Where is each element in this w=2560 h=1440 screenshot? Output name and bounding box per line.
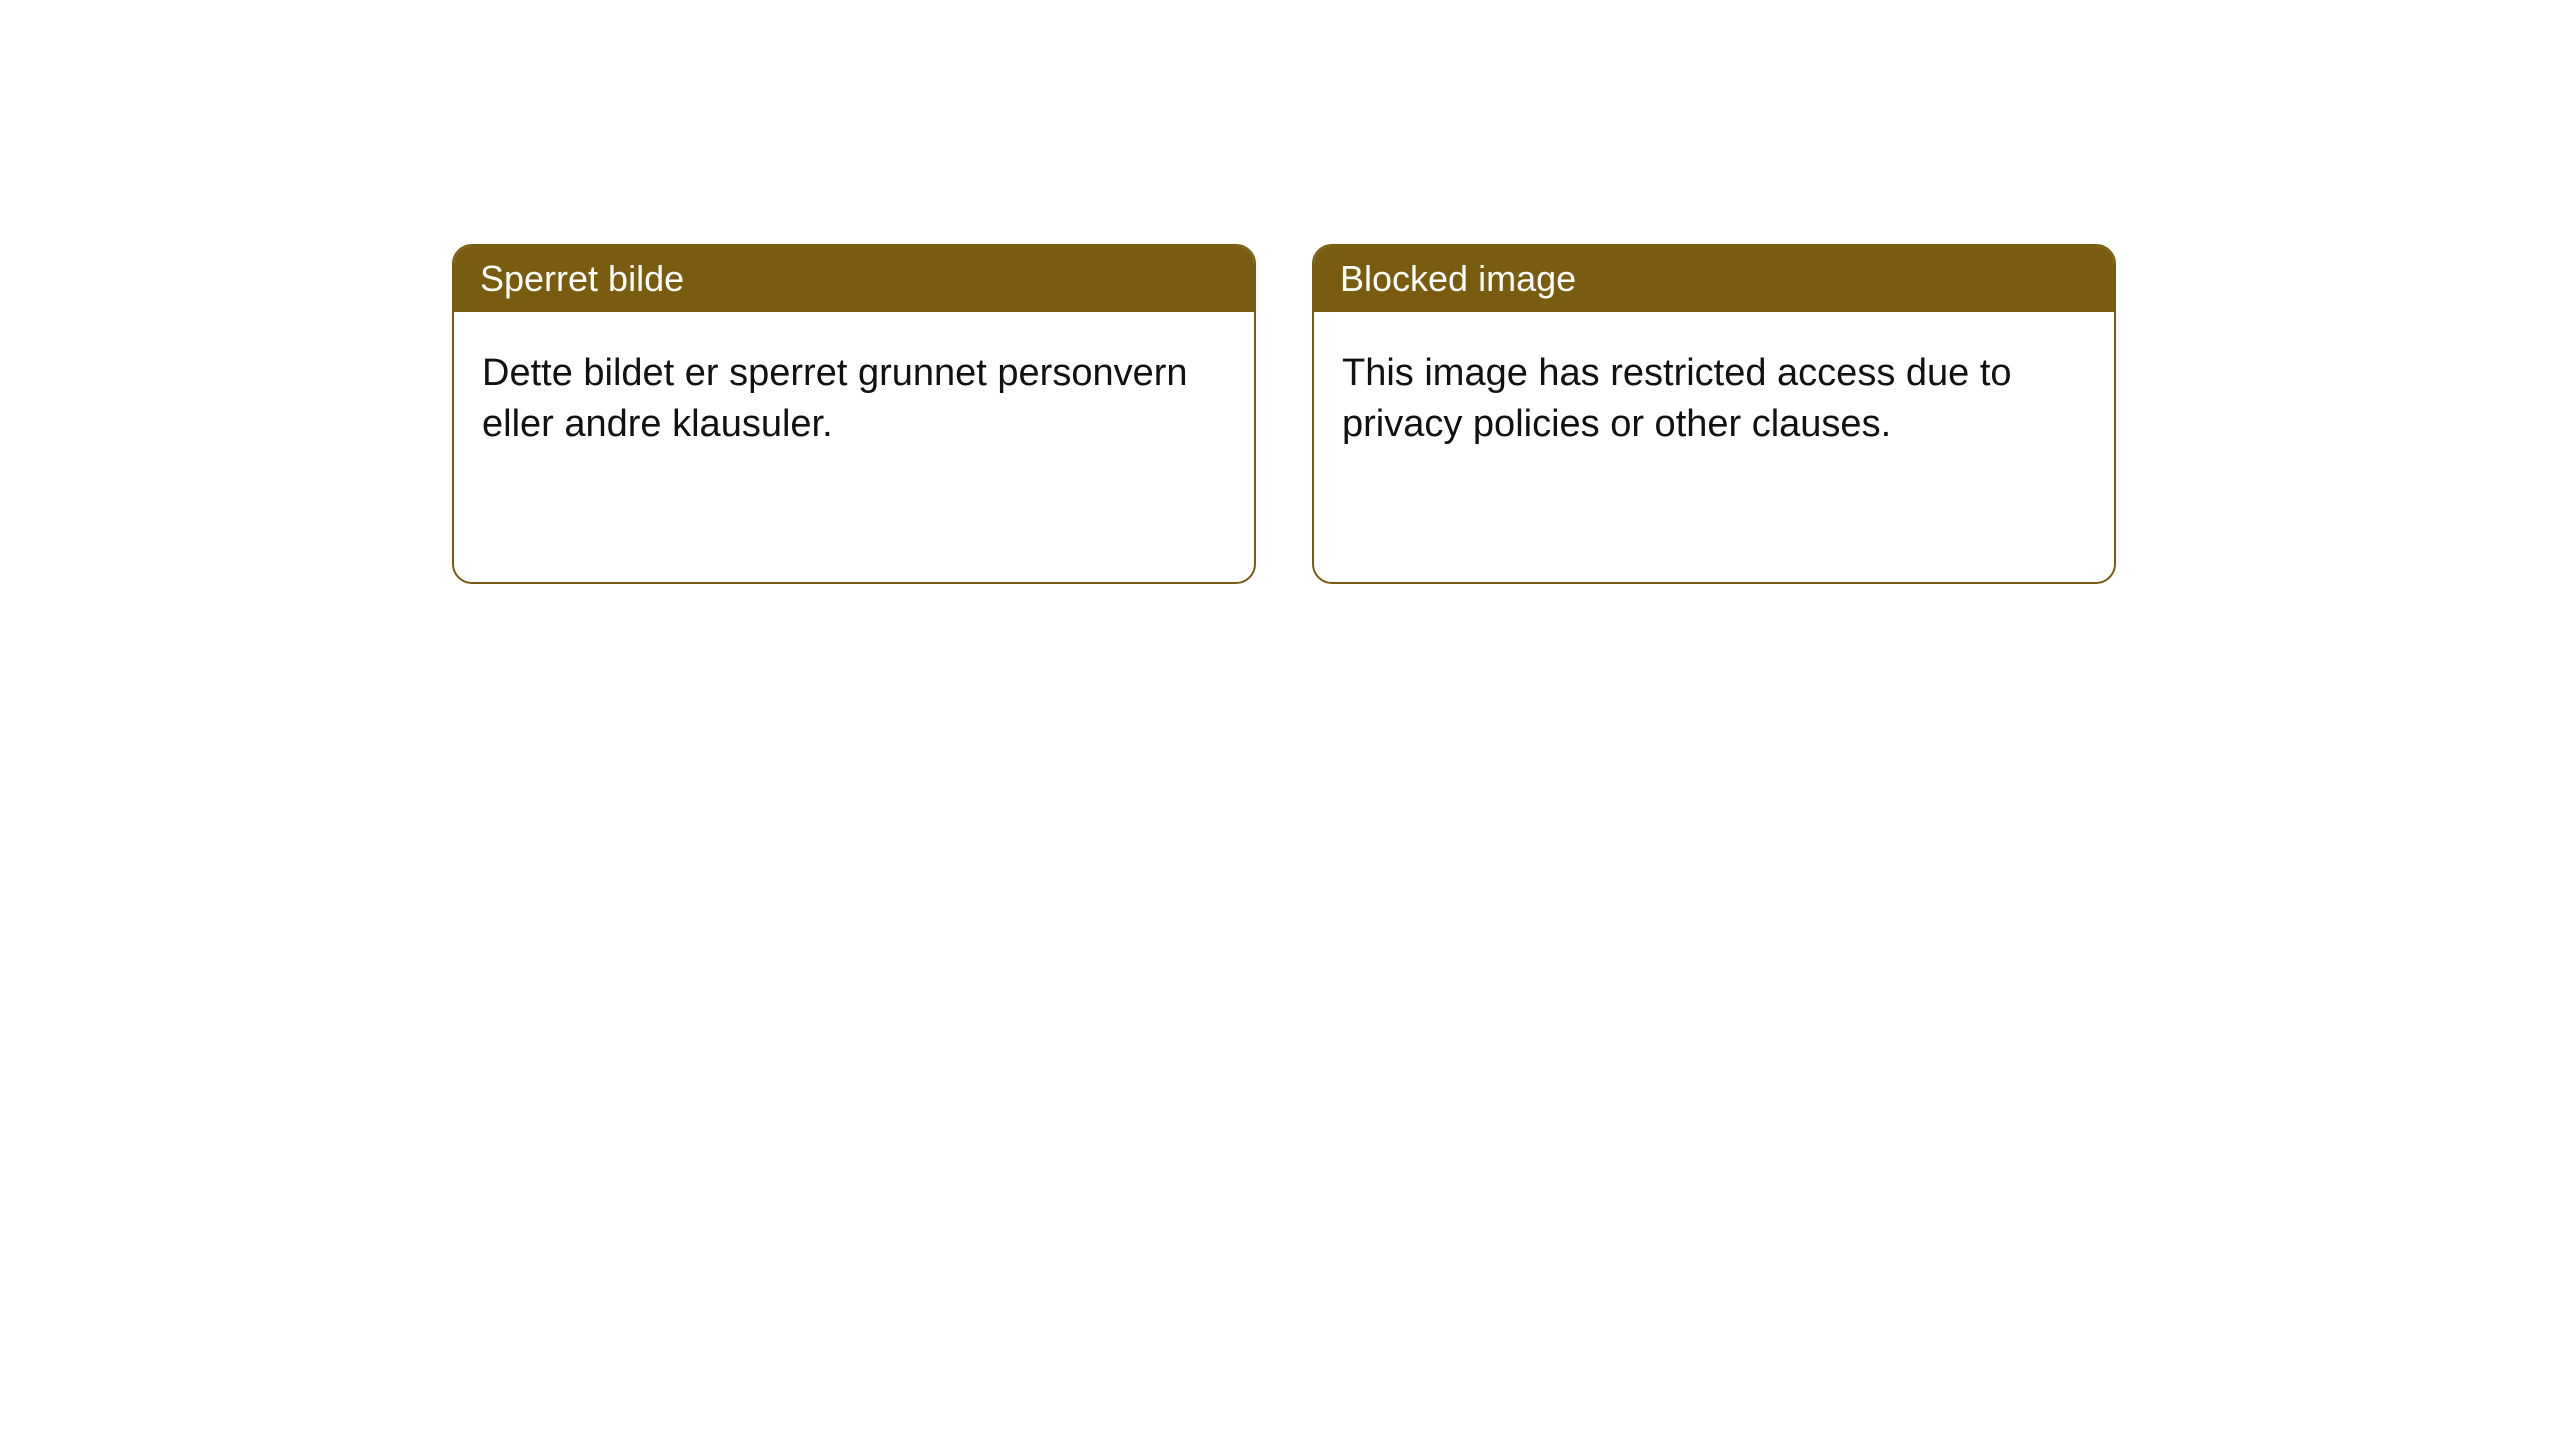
card-body-text: This image has restricted access due to … — [1342, 352, 2012, 445]
blocked-image-card-english: Blocked image This image has restricted … — [1312, 244, 2116, 584]
card-header: Sperret bilde — [454, 246, 1254, 312]
card-title: Blocked image — [1340, 258, 1576, 299]
blocked-image-cards-container: Sperret bilde Dette bildet er sperret gr… — [452, 244, 2116, 584]
card-body-text: Dette bildet er sperret grunnet personve… — [482, 352, 1188, 445]
card-title: Sperret bilde — [480, 258, 684, 299]
card-header: Blocked image — [1314, 246, 2114, 312]
blocked-image-card-norwegian: Sperret bilde Dette bildet er sperret gr… — [452, 244, 1256, 584]
card-body: This image has restricted access due to … — [1314, 312, 2114, 582]
card-body: Dette bildet er sperret grunnet personve… — [454, 312, 1254, 582]
